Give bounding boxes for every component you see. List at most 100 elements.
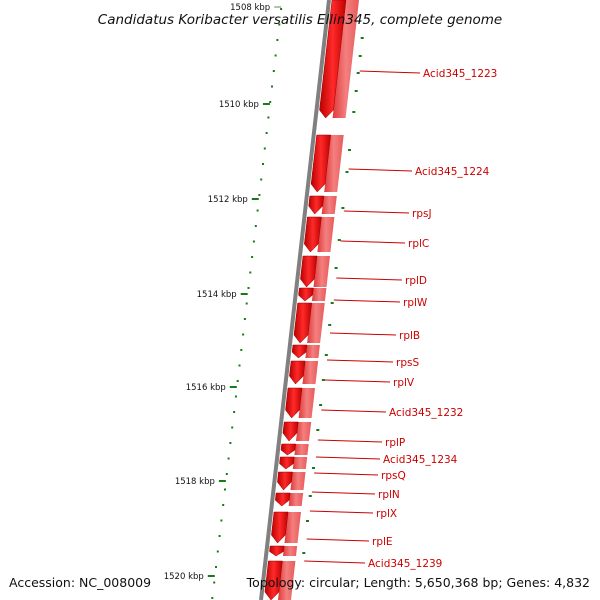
gene-arrow-16[interactable] [271,511,289,544]
gene-leader-line [317,439,383,443]
gene-label[interactable]: rplX [376,508,397,520]
gene-arrow-11[interactable] [282,421,299,442]
ruler-tick-label: 1508 kbp [230,3,270,13]
gene-label[interactable]: rplC [408,238,429,250]
ruler-minor-tick [272,70,275,72]
gene-band-7[interactable] [307,303,325,343]
gene-arrow-9[interactable] [289,360,306,385]
ruler-minor-tick [234,395,237,398]
gene-label[interactable]: rplP [385,437,405,449]
gene-label[interactable]: rplB [399,330,420,342]
gene-label[interactable]: rpsJ [412,208,432,220]
gene-band-3[interactable] [321,196,337,214]
track-tick [330,302,334,304]
gene-arrow-1[interactable] [319,0,347,119]
gene-arrow-6[interactable] [298,287,314,302]
gene-label[interactable]: rplE [372,536,393,548]
ruler-minor-tick [274,54,277,57]
track-tick [360,37,364,39]
ruler-minor-tick [213,581,216,584]
ruler-minor-tick [245,302,248,305]
gene-band-8[interactable] [305,345,320,358]
ruler-minor-tick [260,178,263,181]
track-tick [358,55,362,57]
gene-leader-line [309,510,374,514]
gene-arrow-4[interactable] [304,216,322,253]
track-tick [319,404,323,406]
gene-arrow-14[interactable] [277,471,293,491]
ruler-minor-tick [252,240,255,243]
gene-track [259,0,364,600]
gene-arrow-12[interactable] [280,443,296,456]
gene-band-14[interactable] [290,472,306,490]
gene-arrow-10[interactable] [285,387,303,419]
gene-band-4[interactable] [317,217,335,252]
gene-band-17[interactable] [283,546,298,556]
ruler-minor-tick [262,163,264,165]
gene-arrow-8[interactable] [291,344,308,359]
gene-arrow-5[interactable] [300,255,318,288]
ruler-minor-tick [271,85,273,88]
track-tick [328,324,332,326]
gene-band-6[interactable] [311,288,327,301]
gene-leader-line [315,456,381,460]
gene-label[interactable]: Acid345_1239 [368,558,442,570]
ruler-minor-tick [227,457,230,460]
gene-label[interactable]: rpsQ [381,470,406,482]
ruler-minor-tick [258,194,261,196]
gene-arrow-18[interactable] [264,560,283,600]
ruler-minor-tick [265,132,268,134]
accession-text: Accession: NC_008009 [9,575,151,590]
track-tick [306,520,309,522]
gene-leader-line [336,277,403,281]
map-title: Candidatus Koribacter versatilis Ellin34… [98,12,502,28]
ruler-tick-label: 1512 kbp [208,195,248,205]
gene-label[interactable]: rplW [403,297,428,309]
gene-arrow-3[interactable] [308,195,325,215]
gene-band-15[interactable] [288,493,304,506]
gene-arrow-2[interactable] [310,134,331,193]
gene-arrow-7[interactable] [293,302,312,344]
ruler-minor-tick [276,39,279,41]
gene-label[interactable]: Acid345_1223 [423,68,497,80]
gene-arrow-17[interactable] [269,545,285,557]
ruler-minor-tick [216,550,219,553]
gene-label[interactable]: Acid345_1232 [389,407,463,419]
track-tick [312,467,315,469]
gene-leader-line [311,491,376,495]
ruler-minor-tick [242,333,245,336]
gene-leader-line [333,299,401,303]
track-tick [348,149,351,151]
ruler-minor-tick [225,473,228,475]
track-tick [334,267,338,269]
gene-band-16[interactable] [284,512,302,543]
gene-label[interactable]: Acid345_1234 [383,454,458,466]
gene-band-11[interactable] [296,422,312,441]
gene-label[interactable]: rplN [378,489,400,501]
ruler-minor-tick [263,147,266,150]
gene-label[interactable]: rplV [393,377,415,389]
ruler-minor-tick [243,318,246,320]
gene-band-13[interactable] [292,457,308,469]
gene-band-9[interactable] [302,361,319,384]
ruler-minor-tick [236,380,239,382]
gene-band-5[interactable] [313,256,331,287]
gene-band-1[interactable] [332,0,359,118]
gene-arrow-13[interactable] [279,456,295,470]
gene-label[interactable]: rplD [405,275,427,287]
ruler-minor-tick [247,287,250,289]
gene-label[interactable]: rpsS [396,357,419,369]
gene-arrow-15[interactable] [275,492,291,507]
ruler: 1508 kbp 1510 kbp 1512 kbp 1514 kbp 1516 kbp… [164,3,283,599]
ruler-minor-tick [256,209,259,212]
gene-band-10[interactable] [298,388,315,418]
track-tick [356,72,360,74]
gene-band-12[interactable] [294,444,309,455]
topology-text: Topology: circular; Length: 5,650,368 bp… [246,575,590,590]
gene-leader-line [348,168,413,172]
gene-label[interactable]: Acid345_1224 [415,166,490,178]
gene-band-18[interactable] [278,561,296,600]
gene-leader-line [321,409,387,413]
ruler-tick-label: 1516 kbp [186,383,226,393]
